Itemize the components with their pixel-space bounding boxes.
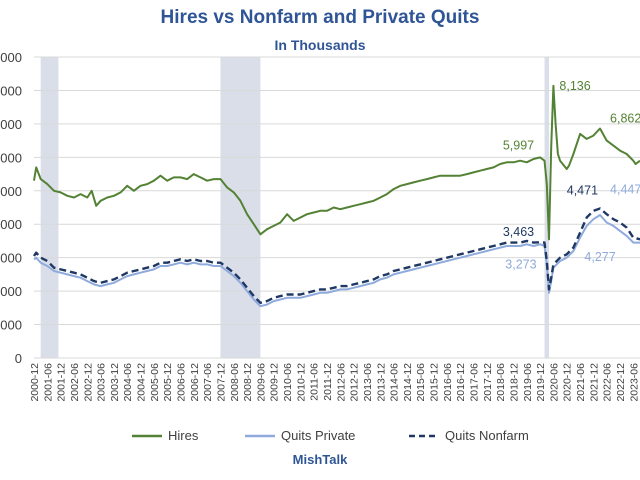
data-label: 5,997 — [503, 138, 534, 152]
data-label: 8,136 — [559, 79, 590, 93]
legend-swatch-hires — [132, 434, 162, 437]
x-tick-label: 2007-06 — [202, 363, 214, 402]
chart-title: Hires vs Nonfarm and Private Quits — [160, 7, 480, 28]
x-tick-label: 2001-12 — [56, 363, 68, 402]
x-tick-labels: 2000-12 2001-06 2001-12 2002-06 2002-12 2003-… — [29, 363, 640, 402]
gridlines — [34, 56, 640, 359]
legend-label-hires: Hires — [168, 428, 199, 443]
x-tick-label: 2013-12 — [375, 363, 387, 402]
y-tick-label: 5,000 — [0, 184, 22, 199]
x-tick-label: 2017-06 — [469, 363, 481, 402]
x-tick-label: 2006-06 — [176, 363, 188, 402]
y-tick-label: 1,000 — [0, 318, 22, 333]
legend-swatch-quits-private — [245, 434, 275, 437]
x-tick-label: 2020-06 — [548, 363, 560, 402]
data-label: 4,277 — [584, 250, 615, 264]
x-tick-label: 2001-06 — [42, 363, 54, 402]
data-label: 4,447 — [610, 182, 640, 196]
y-tick-label: 4,000 — [0, 217, 22, 232]
x-tick-label: 2003-12 — [109, 363, 121, 402]
x-tick-label: 2013-06 — [362, 363, 374, 402]
x-tick-label: 2017-12 — [482, 363, 494, 402]
x-tick-label: 2005-06 — [149, 363, 161, 402]
x-tick-label: 2003-06 — [96, 363, 108, 402]
data-label: 4,471 — [567, 183, 598, 197]
x-tick-label: 2015-12 — [429, 363, 441, 402]
x-tick-label: 2012-12 — [349, 363, 361, 402]
y-tick-labels: 0 1,000 2,000 3,000 4,000 5,000 6,000 7,000 8,00… — [0, 50, 22, 366]
x-tick-label: 2018-06 — [495, 363, 507, 402]
x-tick-label: 2022-06 — [602, 363, 614, 402]
y-tick-label: 0 — [15, 351, 22, 366]
source-label: MishTalk — [292, 452, 348, 467]
x-tick-label: 2012-06 — [335, 363, 347, 402]
legend-item-quits-private: Quits Private — [245, 428, 355, 443]
x-tick-label: 2021-12 — [588, 363, 600, 402]
x-tick-label: 2018-12 — [508, 363, 520, 402]
legend-label-quits-nonfarm: Quits Nonfarm — [445, 428, 529, 443]
legend-item-hires: Hires — [132, 428, 198, 443]
x-tick-label: 2009-12 — [269, 363, 281, 402]
data-label: 6,862 — [610, 112, 640, 126]
x-tick-label: 2019-06 — [522, 363, 534, 402]
x-tick-label: 2002-12 — [82, 363, 94, 402]
x-tick-label: 2010-06 — [282, 363, 294, 402]
legend-item-quits-nonfarm: Quits Nonfarm — [409, 428, 529, 443]
y-tick-label: 3,000 — [0, 251, 22, 266]
x-tick-label: 2011-06 — [309, 363, 321, 401]
x-tick-label: 2006-12 — [189, 363, 201, 402]
legend-label-quits-private: Quits Private — [281, 428, 356, 443]
y-tick-label: 7,000 — [0, 117, 22, 132]
y-tick-label: 2,000 — [0, 284, 22, 299]
x-tick-label: 2005-12 — [162, 363, 174, 402]
x-tick-label: 2016-06 — [442, 363, 454, 402]
y-tick-label: 8,000 — [0, 83, 22, 98]
x-tick-label: 2008-06 — [229, 363, 241, 402]
x-tick-label: 2019-12 — [535, 363, 547, 402]
series-line-hires — [33, 84, 640, 241]
x-tick-label: 2004-06 — [122, 363, 134, 402]
series-lines — [33, 84, 640, 308]
x-tick-label: 2014-06 — [389, 363, 401, 402]
x-tick-label: 2007-12 — [215, 363, 227, 402]
recession-band-1 — [220, 57, 261, 358]
x-tick-label: 2002-06 — [69, 363, 81, 402]
data-label: 3,463 — [503, 225, 534, 239]
x-tick-label: 2000-12 — [29, 363, 41, 402]
chart-subtitle: In Thousands — [274, 37, 366, 53]
legend-swatch-quits-nonfarm — [409, 434, 439, 437]
recession-bands — [40, 57, 549, 358]
x-tick-label: 2015-06 — [415, 363, 427, 402]
data-label: 3,273 — [505, 258, 536, 272]
x-tick-label: 2008-12 — [242, 363, 254, 402]
x-tick-label: 2011-12 — [322, 363, 334, 401]
recession-band-0 — [40, 57, 59, 358]
y-tick-label: 6,000 — [0, 150, 22, 165]
x-tick-label: 2016-12 — [455, 363, 467, 402]
series-line-quits-nonfarm — [33, 207, 640, 304]
x-tick-label: 2009-06 — [255, 363, 267, 402]
annotations: 8,136 6,862 5,997 3,463 4,471 4,447 3,273 4,277 — [503, 79, 640, 272]
x-tick-label: 2020-12 — [562, 363, 574, 402]
x-tick-label: 2010-12 — [295, 363, 307, 402]
x-tick-label: 2022-12 — [615, 363, 627, 402]
x-tick-label: 2004-12 — [136, 363, 148, 402]
y-tick-label: 9,000 — [0, 50, 22, 65]
x-tick-label: 2023-06 — [628, 363, 640, 402]
x-tick-label: 2021-06 — [575, 363, 587, 402]
x-tick-label: 2014-12 — [402, 363, 414, 402]
